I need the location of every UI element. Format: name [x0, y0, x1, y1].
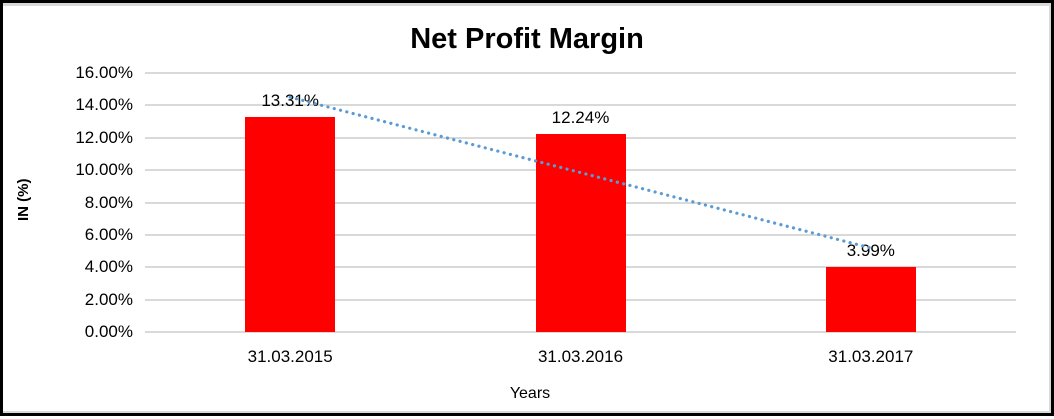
bar-data-label: 12.24% — [551, 107, 610, 127]
x-axis-title: Years — [509, 385, 551, 402]
gridline — [145, 331, 1016, 333]
chart-title: Net Profit Margin — [410, 23, 644, 55]
y-tick-label: 8.00% — [84, 192, 133, 212]
bar — [535, 133, 626, 332]
bar — [245, 116, 336, 332]
y-tick-label: 4.00% — [84, 257, 133, 277]
gridline — [145, 104, 1016, 107]
y-tick-label: 2.00% — [84, 289, 133, 309]
y-tick-label: 14.00% — [75, 95, 133, 115]
y-tick-label: 12.00% — [75, 127, 133, 147]
gridline — [145, 72, 1016, 74]
bar-data-label: 3.99% — [846, 241, 895, 261]
bar-data-label: 13.31% — [261, 90, 319, 110]
bar — [825, 267, 916, 332]
y-tick-label: 16.00% — [75, 63, 133, 82]
x-tick-label: 31.03.2017 — [828, 347, 914, 366]
y-tick-label: 6.00% — [84, 224, 133, 244]
x-tick-label: 31.03.2015 — [247, 347, 333, 366]
y-tick-label: 10.00% — [75, 160, 133, 180]
trendline — [288, 95, 873, 250]
trendline-layer — [288, 95, 873, 250]
x-tick-label: 31.03.2016 — [537, 347, 624, 366]
y-tick-label: 0.00% — [84, 322, 133, 341]
